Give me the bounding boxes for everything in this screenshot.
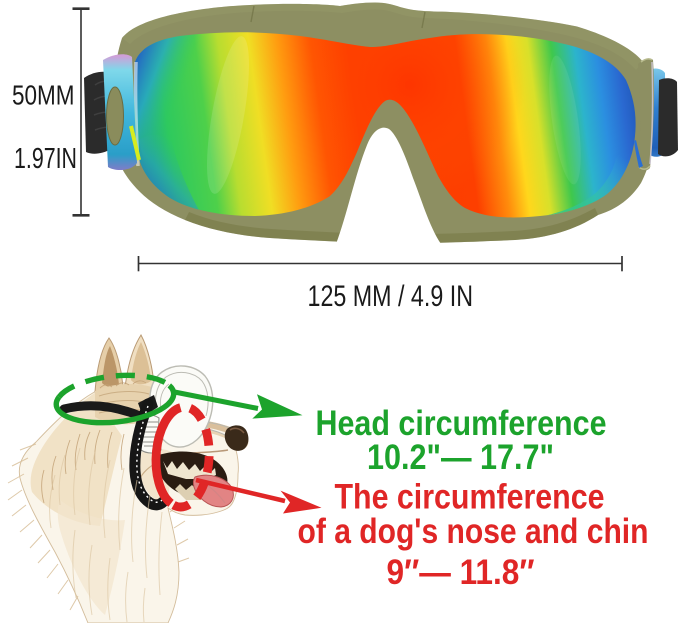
svg-text:Head circumference: Head circumference (316, 404, 607, 443)
svg-text:50MM: 50MM (12, 80, 75, 111)
svg-text:of a dog's nose and chin: of a dog's nose and chin (298, 512, 649, 551)
svg-text:125 MM / 4.9 IN: 125 MM / 4.9 IN (308, 280, 474, 313)
svg-text:The circumference: The circumference (335, 477, 605, 516)
svg-text:1.97IN: 1.97IN (14, 143, 77, 175)
svg-text:10.2"— 17.7": 10.2"— 17.7" (367, 438, 554, 477)
svg-text:9″— 11.8″: 9″— 11.8″ (387, 553, 535, 592)
